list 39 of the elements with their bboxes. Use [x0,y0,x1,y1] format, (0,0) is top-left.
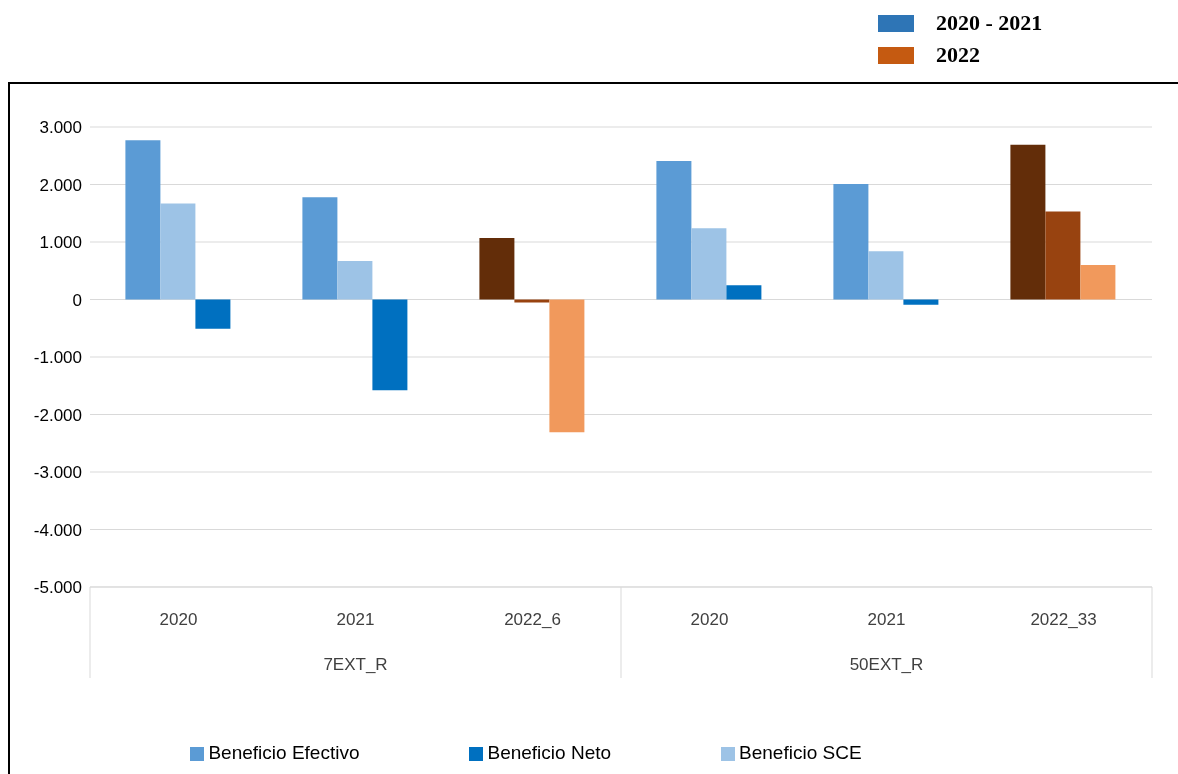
y-tick-label: -3.000 [33,463,82,483]
bar [903,299,939,305]
legend-label: Beneficio Neto [487,742,612,763]
y-tick-label: 1.000 [39,233,82,253]
bar [125,140,161,300]
bar [337,260,373,300]
x-tick-label: 2020 [690,610,729,629]
x-tick-label: 2021 [867,610,906,629]
y-tick-label: -5.000 [33,578,82,598]
bar [656,160,692,300]
y-tick-label: -2.000 [33,405,82,425]
bar [868,251,904,300]
y-tick-label: -1.000 [33,348,82,368]
x-tick-label: 2020 [159,610,198,629]
bar [160,203,196,300]
x-tick-label: 2022_6 [504,610,561,629]
bar [195,299,231,329]
text: 50EXT_R [849,655,924,674]
bar [833,183,869,300]
bar [302,197,338,300]
bar [549,299,585,433]
y-tick-label: -4.000 [33,520,82,540]
x-tick-label: 2021 [336,610,375,629]
y-tick-label: 0 [72,290,82,310]
y-tick-label: 2.000 [39,175,82,195]
text: 2022 [936,42,980,68]
y-tick-label: 3.000 [39,118,82,138]
bar [1045,211,1081,300]
bar [726,285,762,300]
bar [372,299,408,391]
bar [479,237,515,300]
bar [1010,144,1046,300]
bar [1080,265,1116,300]
bar [691,228,727,300]
legend-label: Beneficio Efectivo [208,742,360,763]
text: 7EXT_R [323,655,388,674]
text: 2020 - 2021 [936,10,1043,36]
legend-label: Beneficio SCE [739,742,862,763]
x-tick-label: 2022_33 [1030,610,1097,629]
